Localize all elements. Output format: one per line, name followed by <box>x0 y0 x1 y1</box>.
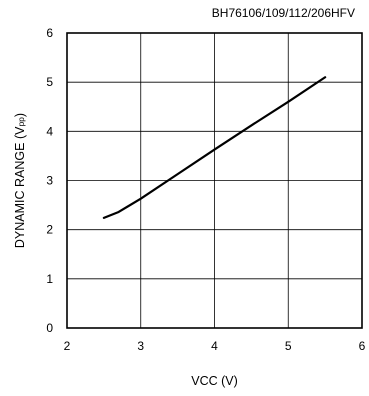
x-tick-label: 2 <box>64 339 71 353</box>
series-layer <box>102 76 327 219</box>
series-line-dynamic-range <box>102 76 327 219</box>
x-tick-label: 3 <box>137 339 144 353</box>
y-tick-label: 4 <box>46 124 53 138</box>
y-tick-label: 2 <box>46 223 53 237</box>
y-tick-label: 3 <box>46 174 53 188</box>
y-axis-label-main: DYNAMIC RANGE (V <box>13 126 27 248</box>
y-tick-label: 0 <box>46 321 53 335</box>
x-tick-label: 4 <box>211 339 218 353</box>
y-tick-label: 5 <box>46 75 53 89</box>
grid-lines <box>67 33 362 328</box>
x-axis-label: VCC (V) <box>191 374 238 388</box>
y-tick-label: 6 <box>46 26 53 40</box>
plot-area-frame <box>66 32 363 329</box>
y-axis-label: DYNAMIC RANGE (Vpp) <box>13 113 27 248</box>
x-tick-label: 5 <box>285 339 292 353</box>
x-tick-labels: 2 3 4 5 6 <box>64 339 366 353</box>
y-axis-label-subscript: pp <box>16 117 26 127</box>
y-tick-labels: 0 1 2 3 4 5 6 <box>46 26 53 335</box>
y-tick-label: 1 <box>46 272 53 286</box>
x-tick-label: 6 <box>359 339 366 353</box>
part-number-header: BH76106/109/112/206HFV <box>212 6 355 20</box>
y-axis-label-close: ) <box>13 113 27 117</box>
